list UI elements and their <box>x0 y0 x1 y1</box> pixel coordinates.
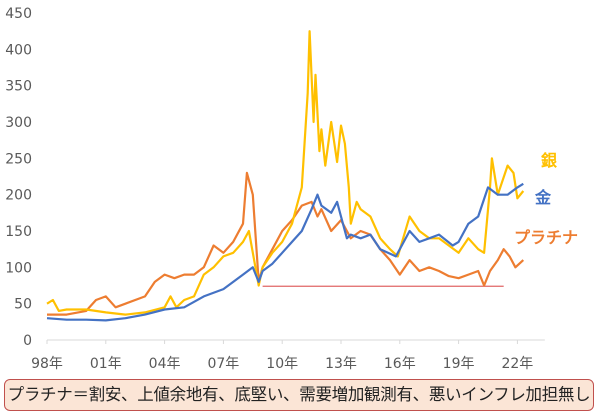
caption-text: プラチナ＝割安、上値余地有、底堅い、需要増加観測有、悪いインフレ加担無し <box>7 385 591 404</box>
y-tick-label: 400 <box>5 42 32 58</box>
x-tick-label: 19年 <box>443 356 475 372</box>
x-tick-label: 10年 <box>266 356 298 372</box>
y-tick-label: 200 <box>5 188 32 204</box>
y-tick-label: 100 <box>5 260 32 276</box>
series-line-platinum <box>47 171 525 316</box>
series-line-gold <box>46 182 524 322</box>
y-tick-label: 350 <box>5 79 32 95</box>
y-tick-label: 0 <box>23 333 32 349</box>
x-tick-label: 98年 <box>31 356 63 372</box>
x-tick-label: 01年 <box>90 356 122 372</box>
y-tick-label: 250 <box>5 151 32 167</box>
y-tick-label: 50 <box>14 297 32 313</box>
legend-label-silver: 銀 <box>541 151 557 170</box>
legend-label-platinum: プラチナ <box>514 228 578 247</box>
x-tick-label: 13年 <box>325 356 357 372</box>
y-tick-label: 450 <box>5 6 32 22</box>
x-tick-label: 16年 <box>384 356 416 372</box>
series-line-silver <box>46 30 525 316</box>
line-chart: 0 50 100 150 200 250 300 350 400 450 98年 01年 04年 07年 1… <box>5 6 578 372</box>
caption-box: プラチナ＝割安、上値余地有、底堅い、需要増加観測有、悪いインフレ加担無し <box>4 379 594 411</box>
x-tick-label: 04年 <box>149 356 181 372</box>
y-tick-label: 150 <box>5 224 32 240</box>
legend-label-gold: 金 <box>534 188 552 207</box>
x-tick-label: 22年 <box>501 356 533 372</box>
y-tick-label: 300 <box>5 115 32 131</box>
x-tick-label: 07年 <box>207 356 239 372</box>
